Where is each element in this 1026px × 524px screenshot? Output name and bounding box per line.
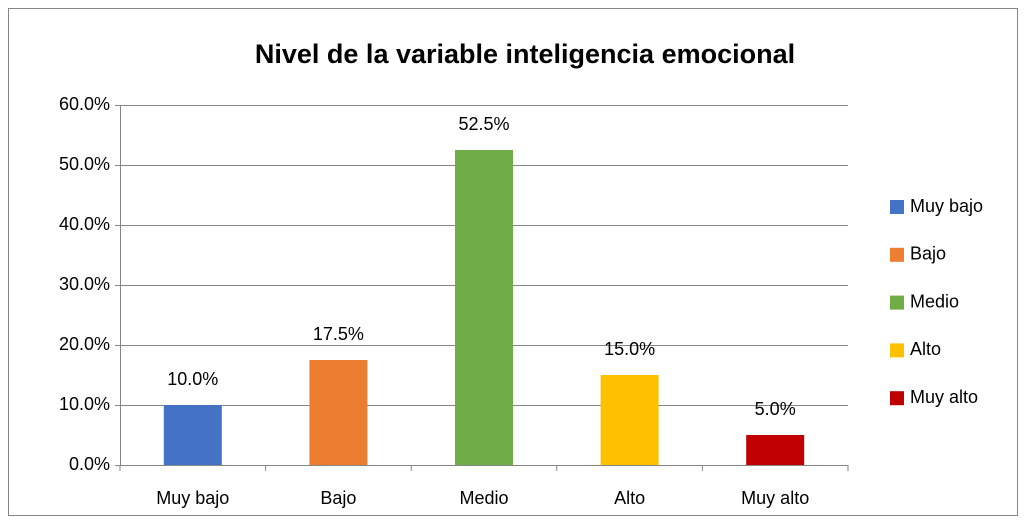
- legend-swatch: [890, 391, 904, 406]
- bar: [455, 150, 513, 465]
- y-tick-label: 40.0%: [59, 214, 110, 234]
- legend-label: Alto: [910, 339, 941, 359]
- bar: [309, 360, 368, 465]
- legend-swatch: [890, 200, 904, 214]
- y-tick-label: 50.0%: [59, 154, 110, 174]
- y-tick-label: 0.0%: [69, 454, 110, 474]
- x-tick-label: Muy bajo: [156, 488, 229, 508]
- legend-label: Bajo: [910, 244, 946, 264]
- y-tick-label: 20.0%: [59, 334, 110, 354]
- bar: [600, 375, 659, 465]
- legend-label: Muy alto: [910, 387, 978, 407]
- x-tick-label: Bajo: [320, 488, 356, 508]
- data-label: 17.5%: [313, 324, 364, 344]
- y-tick-label: 30.0%: [59, 274, 110, 294]
- legend-swatch: [890, 295, 904, 310]
- data-label: 52.5%: [458, 114, 509, 134]
- legend-swatch: [890, 247, 904, 262]
- data-label: 5.0%: [755, 399, 796, 419]
- bar: [163, 405, 222, 465]
- legend-label: Muy bajo: [910, 196, 983, 216]
- chart-title: Nivel de la variable inteligencia emocio…: [255, 39, 795, 69]
- data-label: 15.0%: [604, 339, 655, 359]
- legend-swatch: [890, 343, 904, 358]
- x-tick-label: Medio: [459, 488, 508, 508]
- y-tick-label: 60.0%: [59, 94, 110, 114]
- x-tick-label: Alto: [614, 488, 645, 508]
- legend-label: Medio: [910, 291, 959, 311]
- x-tick-label: Muy alto: [741, 488, 809, 508]
- y-tick-label: 10.0%: [59, 394, 110, 414]
- bar: [746, 435, 805, 465]
- data-label: 10.0%: [167, 369, 218, 389]
